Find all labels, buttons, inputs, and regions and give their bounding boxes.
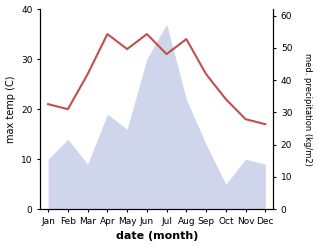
- Y-axis label: med. precipitation (kg/m2): med. precipitation (kg/m2): [303, 53, 313, 165]
- X-axis label: date (month): date (month): [115, 231, 198, 242]
- Y-axis label: max temp (C): max temp (C): [5, 75, 16, 143]
